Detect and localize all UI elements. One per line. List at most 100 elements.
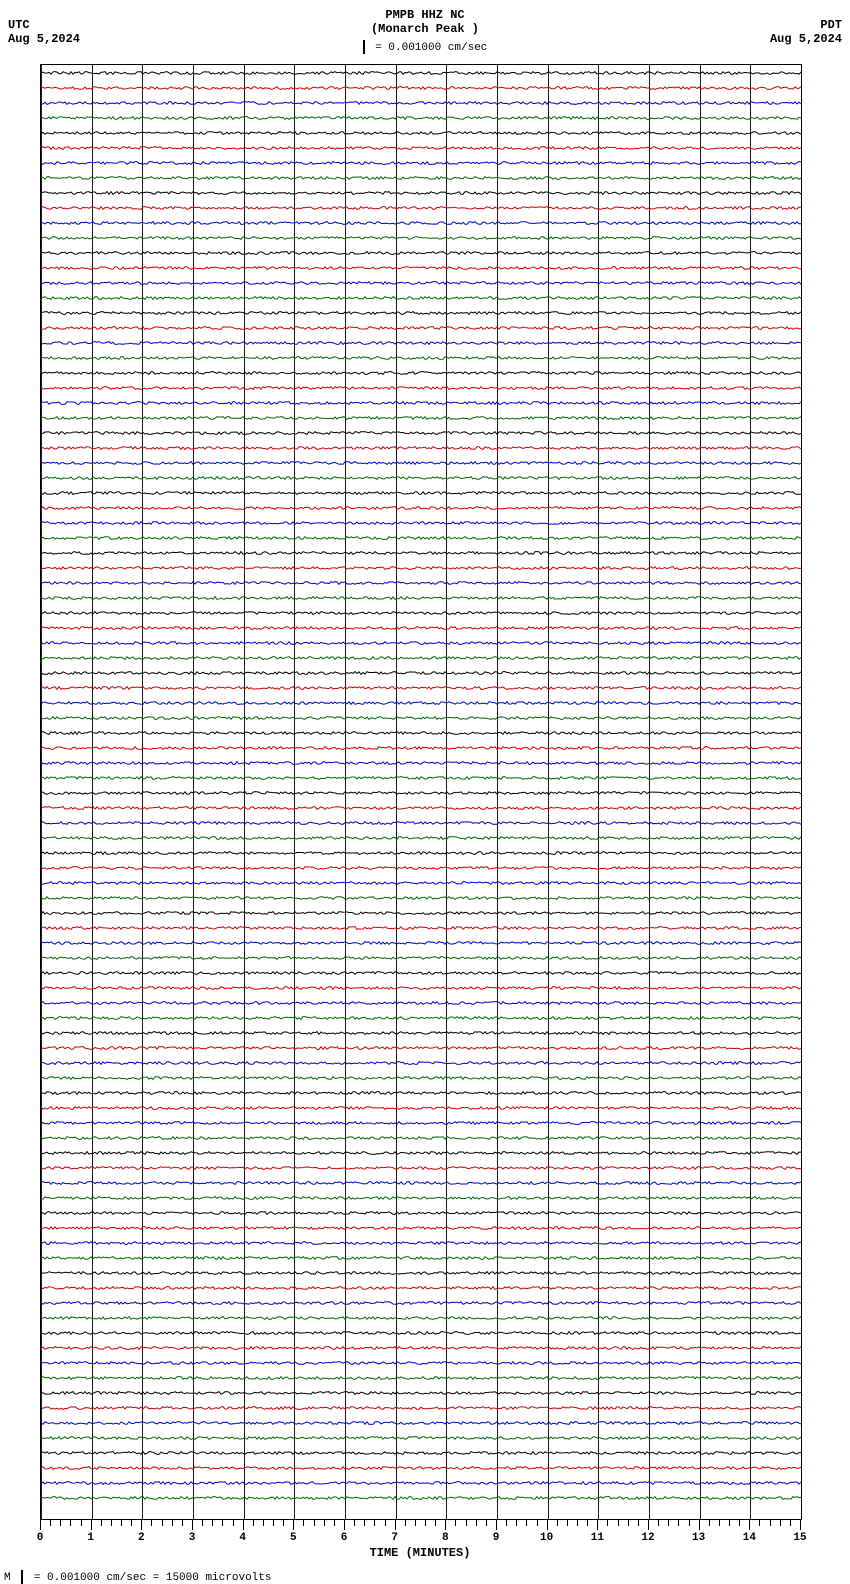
trace-waveform bbox=[41, 728, 801, 738]
trace-row bbox=[41, 1228, 801, 1230]
trace-waveform bbox=[41, 998, 801, 1008]
trace-row bbox=[41, 853, 801, 855]
trace-row bbox=[41, 1153, 801, 1155]
x-tick-minor bbox=[628, 1520, 629, 1526]
x-tick-minor bbox=[526, 1520, 527, 1526]
trace-row bbox=[41, 478, 801, 480]
trace-waveform bbox=[41, 818, 801, 828]
trace-waveform bbox=[41, 893, 801, 903]
x-tick-minor bbox=[689, 1520, 690, 1526]
x-tick-major bbox=[648, 1520, 649, 1530]
x-tick-minor bbox=[81, 1520, 82, 1526]
x-tick-label: 9 bbox=[493, 1532, 500, 1544]
trace-waveform bbox=[41, 83, 801, 93]
trace-waveform bbox=[41, 413, 801, 423]
trace-row bbox=[41, 1258, 801, 1260]
trace-row bbox=[41, 448, 801, 450]
x-tick-minor bbox=[405, 1520, 406, 1526]
trace-row bbox=[41, 463, 801, 465]
right-tz-label: PDT bbox=[770, 18, 842, 32]
trace-row bbox=[41, 1243, 801, 1245]
trace-row bbox=[41, 778, 801, 780]
trace-waveform bbox=[41, 263, 801, 273]
x-tick-minor bbox=[618, 1520, 619, 1526]
x-tick-label: 14 bbox=[743, 1532, 756, 1544]
x-tick-major bbox=[749, 1520, 750, 1530]
x-tick-minor bbox=[283, 1520, 284, 1526]
x-tick-minor bbox=[385, 1520, 386, 1526]
x-tick-label: 11 bbox=[591, 1532, 604, 1544]
header-scale: = 0.001000 cm/sec bbox=[0, 40, 850, 54]
x-tick-minor bbox=[425, 1520, 426, 1526]
trace-row bbox=[41, 1108, 801, 1110]
trace-waveform bbox=[41, 383, 801, 393]
x-tick-minor bbox=[202, 1520, 203, 1526]
trace-waveform bbox=[41, 1418, 801, 1428]
x-tick-minor bbox=[577, 1520, 578, 1526]
x-tick-major bbox=[293, 1520, 294, 1530]
x-tick-minor bbox=[273, 1520, 274, 1526]
trace-row bbox=[41, 1048, 801, 1050]
trace-row bbox=[41, 643, 801, 645]
x-tick-minor bbox=[739, 1520, 740, 1526]
header-scale-text: = 0.001000 cm/sec bbox=[375, 42, 487, 54]
trace-row bbox=[41, 1213, 801, 1215]
x-tick-major bbox=[91, 1520, 92, 1530]
x-tick-minor bbox=[476, 1520, 477, 1526]
trace-row bbox=[41, 1363, 801, 1365]
x-tick-minor bbox=[466, 1520, 467, 1526]
x-tick-minor bbox=[212, 1520, 213, 1526]
trace-waveform bbox=[41, 683, 801, 693]
trace-waveform bbox=[41, 173, 801, 183]
trace-waveform bbox=[41, 983, 801, 993]
trace-row bbox=[41, 988, 801, 990]
x-tick-minor bbox=[50, 1520, 51, 1526]
trace-waveform bbox=[41, 1268, 801, 1278]
trace-row bbox=[41, 1303, 801, 1305]
trace-waveform bbox=[41, 848, 801, 858]
trace-waveform bbox=[41, 488, 801, 498]
x-tick-minor bbox=[374, 1520, 375, 1526]
footer-scale: M = 0.001000 cm/sec = 15000 microvolts bbox=[4, 1570, 850, 1584]
trace-waveform bbox=[41, 278, 801, 288]
trace-row bbox=[41, 703, 801, 705]
trace-waveform bbox=[41, 968, 801, 978]
trace-waveform bbox=[41, 1313, 801, 1323]
x-tick-label: 7 bbox=[391, 1532, 398, 1544]
trace-waveform bbox=[41, 1163, 801, 1173]
trace-waveform bbox=[41, 938, 801, 948]
trace-row bbox=[41, 1078, 801, 1080]
trace-row bbox=[41, 253, 801, 255]
x-tick-major bbox=[243, 1520, 244, 1530]
x-tick-minor bbox=[233, 1520, 234, 1526]
trace-waveform bbox=[41, 188, 801, 198]
trace-waveform bbox=[41, 1343, 801, 1353]
trace-row bbox=[41, 373, 801, 375]
trace-row bbox=[41, 523, 801, 525]
x-tick-label: 12 bbox=[641, 1532, 654, 1544]
trace-waveform bbox=[41, 758, 801, 768]
trace-row bbox=[41, 1288, 801, 1290]
x-tick-minor bbox=[790, 1520, 791, 1526]
x-tick-major bbox=[699, 1520, 700, 1530]
trace-waveform bbox=[41, 1133, 801, 1143]
trace-waveform bbox=[41, 1328, 801, 1338]
trace-waveform bbox=[41, 713, 801, 723]
x-tick-minor bbox=[60, 1520, 61, 1526]
trace-row bbox=[41, 538, 801, 540]
trace-waveform bbox=[41, 1298, 801, 1308]
trace-row bbox=[41, 928, 801, 930]
x-tick-minor bbox=[435, 1520, 436, 1526]
x-tick-minor bbox=[334, 1520, 335, 1526]
trace-waveform bbox=[41, 443, 801, 453]
station-name: (Monarch Peak ) bbox=[0, 22, 850, 36]
x-tick-label: 10 bbox=[540, 1532, 553, 1544]
x-tick-minor bbox=[364, 1520, 365, 1526]
trace-waveform bbox=[41, 1448, 801, 1458]
x-tick-label: 0 bbox=[37, 1532, 44, 1544]
header: UTC Aug 5,2024 PMPB HHZ NC (Monarch Peak… bbox=[0, 0, 850, 64]
x-tick-major bbox=[344, 1520, 345, 1530]
x-tick-minor bbox=[537, 1520, 538, 1526]
trace-row bbox=[41, 688, 801, 690]
trace-waveform bbox=[41, 833, 801, 843]
